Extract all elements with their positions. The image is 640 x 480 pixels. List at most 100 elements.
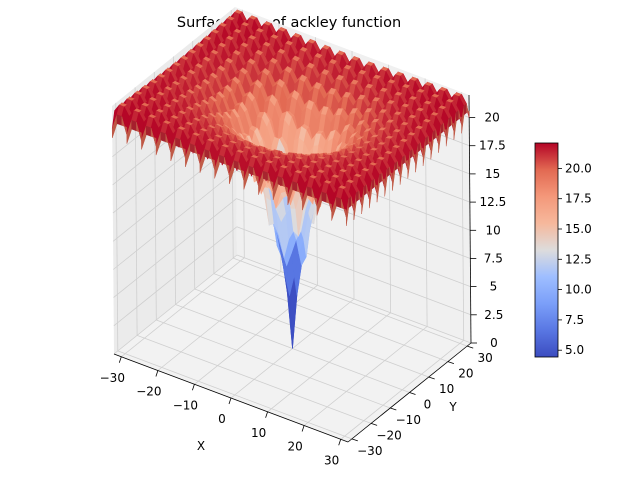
- grid-line-y: [233, 257, 468, 347]
- z-tick-label: 10: [485, 223, 500, 237]
- colorbar-tick-label: 20.0: [565, 161, 592, 175]
- surface-rim-front: [204, 149, 210, 159]
- y-tick-label: −10: [396, 413, 421, 427]
- y-tick-mark: [409, 392, 416, 395]
- surface-rim-right: [445, 118, 449, 147]
- surface-rim-right: [361, 186, 365, 215]
- surface-rim-front: [116, 114, 123, 126]
- colorbar-tick-label: 15.0: [565, 222, 592, 236]
- surface-rim-front: [170, 137, 176, 162]
- surface-rim-right: [384, 169, 388, 197]
- z-tick-label: 20: [485, 111, 500, 125]
- surface-rim-right: [450, 116, 455, 131]
- surface-rim-right: [430, 131, 434, 160]
- grid-line-y: [115, 102, 119, 351]
- y-tick-label: 20: [458, 367, 473, 381]
- surface-rim-right: [412, 149, 416, 164]
- surface-rim-right: [358, 190, 362, 206]
- surface-rim-right: [379, 172, 383, 184]
- surface-rim-front: [292, 181, 298, 192]
- surface-rim-right: [415, 144, 419, 173]
- colorbar-ticks: 5.0 7.5 10.0 12.5 15.0 17.5 20.0: [558, 161, 592, 357]
- y-tick-mark: [351, 438, 358, 442]
- surface-rim-front: [185, 143, 191, 167]
- surface-rim-right: [397, 161, 401, 176]
- surface-rim-right: [392, 163, 396, 191]
- surface-rim-front: [126, 120, 132, 144]
- x-tick-label: 0: [218, 412, 226, 426]
- surface-rim-right: [466, 103, 470, 118]
- y-tick-mark: [447, 361, 455, 364]
- colorbar-tick-label: 7.5: [565, 313, 584, 327]
- surface-rim-front: [326, 193, 332, 212]
- z-tick-label: 5: [490, 280, 498, 294]
- grid-line-z: [236, 226, 471, 316]
- grid-line-z: [113, 254, 238, 355]
- surface-rim-front: [194, 145, 201, 164]
- surface-rim-front: [311, 188, 318, 207]
- surface-rim-front: [150, 127, 157, 147]
- surface-rim-right: [348, 196, 352, 209]
- grid-line-x: [461, 92, 465, 341]
- surface-rim-front: [336, 196, 342, 209]
- surface-rim-right: [381, 173, 385, 188]
- surface-rim-front: [238, 162, 245, 181]
- surface-rim-right: [369, 180, 373, 209]
- y-tick-mark: [390, 407, 397, 411]
- surface-rim-front: [316, 191, 323, 216]
- x-tick-mark: [338, 439, 342, 446]
- surface-rim-front: [340, 198, 347, 217]
- surface-rim-right: [373, 178, 378, 194]
- grid-line-y: [156, 319, 391, 409]
- y-tick-mark: [370, 423, 378, 426]
- surface-rim-right: [427, 136, 432, 151]
- x-tick-mark: [228, 397, 232, 405]
- x-tick-label: 30: [324, 453, 339, 467]
- colorbar-tick-label: 17.5: [565, 192, 592, 206]
- x-tick-label: −20: [136, 385, 161, 399]
- surface-rim-front: [262, 170, 269, 181]
- surface-rim-front: [272, 176, 279, 200]
- surface-rim-front: [282, 178, 288, 197]
- surface-rim-right: [463, 103, 467, 116]
- x-tick-mark: [192, 384, 195, 391]
- x-tick-label: −30: [100, 371, 125, 385]
- y-tick-mark: [428, 376, 435, 380]
- surface-rim-front: [248, 165, 254, 176]
- surface-rim-right: [376, 175, 380, 203]
- surface-rim-front: [287, 181, 293, 206]
- y-tick-label: −20: [376, 428, 401, 442]
- surface-rim-right: [422, 138, 426, 166]
- x-tick-mark: [265, 411, 268, 418]
- surface-rim-right: [448, 116, 452, 128]
- colorbar-tick-label: 10.0: [565, 283, 592, 297]
- surface-rim-right: [420, 142, 424, 157]
- surface-rim-front: [267, 172, 274, 191]
- colorbar: 5.0 7.5 10.0 12.5 15.0 17.5 20.0: [534, 142, 592, 358]
- surface-rim-right: [435, 129, 439, 144]
- surface-rim-right: [371, 178, 375, 190]
- z-tick-label: 15: [485, 167, 500, 181]
- grid-line-y: [213, 273, 449, 362]
- surface-rim-front: [199, 149, 206, 173]
- y-tick-label: 10: [439, 382, 454, 396]
- surface-rim-front: [253, 167, 259, 186]
- grid-line-y: [194, 288, 429, 378]
- surface-rim-front: [297, 183, 303, 202]
- y-tick-label: 0: [424, 398, 432, 412]
- surface-rim-front: [136, 122, 142, 141]
- z-tick-label: 2.5: [484, 308, 503, 322]
- x-ticks: −30 −20 −10 0 10 20 30: [100, 356, 342, 467]
- y-ticks: −30 −20−100 10 20 30: [351, 345, 493, 458]
- z-tick-label: 7.5: [484, 252, 503, 266]
- surface-rim-front: [121, 116, 128, 135]
- surface-rim-right: [458, 110, 462, 125]
- x-axis-label: X: [197, 439, 205, 453]
- colorbar-tick-label: 12.5: [565, 252, 592, 266]
- surface-rim-front: [165, 133, 171, 153]
- x-tick-label: 10: [251, 426, 266, 440]
- surface-rim-front: [277, 176, 284, 187]
- y-axis-label: Y: [448, 400, 457, 414]
- surface-plot: [111, 9, 470, 349]
